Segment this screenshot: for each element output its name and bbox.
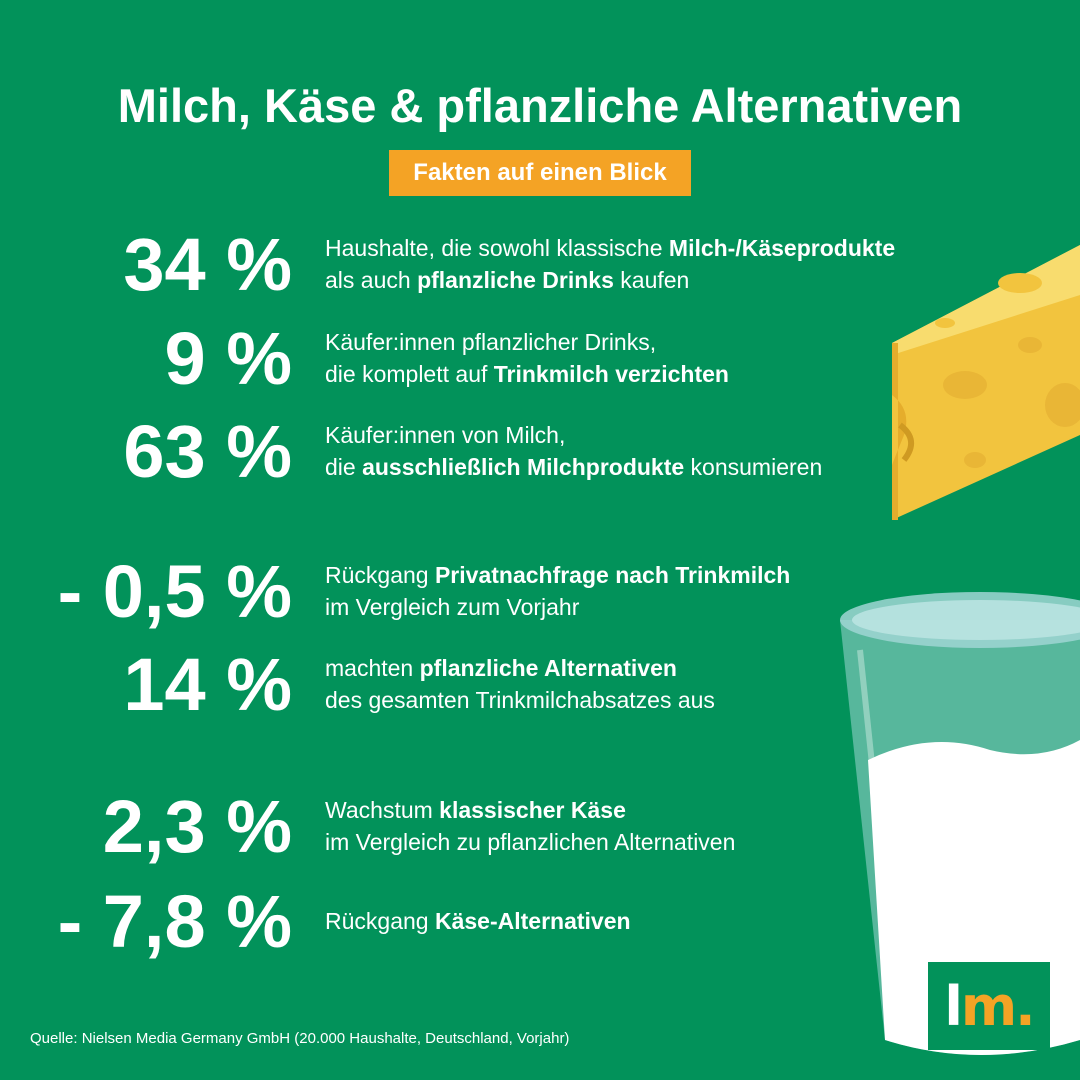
stat-text: im Vergleich zu pflanzlichen Alternative… xyxy=(325,829,736,855)
stat-description-line: Rückgang Käse-Alternativen xyxy=(325,905,631,937)
stat-value: 2,3 % xyxy=(102,785,292,868)
stat-description: Rückgang Käse-Alternativen xyxy=(325,905,631,937)
stat-value: 9 % xyxy=(164,317,292,400)
stat-text: des gesamten Trinkmilchabsatzes aus xyxy=(325,687,715,713)
stat-text: im Vergleich zum Vorjahr xyxy=(325,594,580,620)
stat-value: - 0,5 % xyxy=(57,550,292,633)
stat-highlight: Käse-Alternativen xyxy=(434,908,631,934)
stat-text: Käufer:innen von Milch, xyxy=(325,422,566,448)
stat-text: Haushalte, die sowohl klassische xyxy=(325,235,669,261)
stat-text: Wachstum xyxy=(325,797,440,823)
stat-text: machten xyxy=(325,655,420,681)
logo-letter-l: l xyxy=(944,974,962,1038)
stat-description: machten pflanzliche Alternativen des gesa… xyxy=(325,652,715,716)
stat-description-line: im Vergleich zu pflanzlichen Alternative… xyxy=(325,826,735,858)
stat-text: die xyxy=(325,454,363,480)
subtitle-text: Fakten auf einen Blick xyxy=(413,159,667,186)
stat-description-line: machten pflanzliche Alternativen xyxy=(325,652,715,684)
stat-highlight: klassischer Käse xyxy=(439,797,626,823)
cheese-illustration xyxy=(892,245,1080,520)
stat-highlight: Milch-/Käseprodukte xyxy=(668,235,896,261)
stat-description-line: Haushalte, die sowohl klassische Milch-/… xyxy=(325,232,895,264)
stat-text: die komplett auf xyxy=(325,361,494,387)
stat-highlight: pflanzliche Alternativen xyxy=(419,655,677,681)
logo-letter-m: m. xyxy=(960,974,1036,1038)
milk-glass-illustration xyxy=(840,592,1080,1055)
stat-description-line: im Vergleich zum Vorjahr xyxy=(325,591,790,623)
stat-text: kaufen xyxy=(613,267,690,293)
stat-description-line: Wachstum klassischer Käse xyxy=(325,794,735,826)
subtitle-badge: Fakten auf einen Blick xyxy=(389,150,691,196)
stat-description-line: Rückgang Privatnachfrage nach Trinkmilch xyxy=(325,559,790,591)
stat-description: Wachstum klassischer Käse im Vergleich zu… xyxy=(325,794,735,858)
stat-description: Haushalte, die sowohl klassische Milch-/… xyxy=(325,232,895,296)
stat-text: Rückgang xyxy=(325,562,435,588)
page-title: Milch, Käse & pflanzliche Alternativen xyxy=(117,79,963,132)
stat-highlight: ausschließlich Milchprodukte xyxy=(362,454,685,480)
stat-description-line: die komplett auf Trinkmilch verzichten xyxy=(325,358,729,390)
stat-text: konsumieren xyxy=(684,454,823,480)
stat-value: 34 % xyxy=(123,223,292,306)
stat-highlight: Privatnachfrage nach Trinkmilch xyxy=(434,562,791,588)
source-note: Quelle: Nielsen Media Germany GmbH (20.0… xyxy=(30,1030,570,1047)
stat-description: Käufer:innen pflanzlicher Drinks, die kom… xyxy=(325,326,729,390)
stat-text: als auch xyxy=(325,267,418,293)
stat-description-line: als auch pflanzliche Drinks kaufen xyxy=(325,264,895,296)
stat-description: Rückgang Privatnachfrage nach Trinkmilch… xyxy=(325,559,790,623)
stat-highlight: Trinkmilch verzichten xyxy=(493,361,729,387)
stat-description-line: Käufer:innen von Milch, xyxy=(325,419,822,451)
stat-description: Käufer:innen von Milch, die ausschließlic… xyxy=(325,419,822,483)
stat-description-line: Käufer:innen pflanzlicher Drinks, xyxy=(325,326,729,358)
stat-description-line: die ausschließlich Milchprodukte konsumi… xyxy=(325,451,822,483)
stat-description-line: des gesamten Trinkmilchabsatzes aus xyxy=(325,684,715,716)
stat-value: - 7,8 % xyxy=(57,880,292,963)
stat-text: Käufer:innen pflanzlicher Drinks, xyxy=(325,329,657,355)
lm-logo: l m. xyxy=(928,962,1050,1050)
stat-value: 63 % xyxy=(123,410,292,493)
stat-value: 14 % xyxy=(123,643,292,726)
stat-highlight: pflanzliche Drinks xyxy=(417,267,614,293)
stat-text: Rückgang xyxy=(325,908,435,934)
